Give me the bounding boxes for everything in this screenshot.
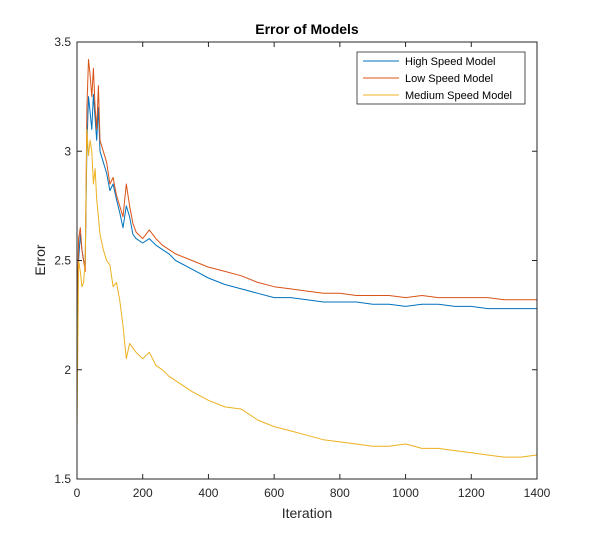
- x-tick-label: 0: [74, 486, 81, 500]
- ticks-layer: [76, 41, 538, 480]
- x-tick-label: 1400: [524, 486, 551, 500]
- y-tick-label: 2.5: [54, 254, 71, 268]
- chart-title: Error of Models: [255, 21, 359, 37]
- y-axis-label: Error: [32, 244, 48, 275]
- series-line-0: [76, 93, 537, 344]
- y-tick-label: 3: [64, 144, 71, 158]
- series-layer: [76, 59, 538, 458]
- x-tick-label: 1200: [458, 486, 485, 500]
- series-line-2: [76, 128, 538, 458]
- legend: High Speed Model Low Speed Model Medium Sp…: [356, 51, 526, 105]
- x-tick-label: 800: [330, 486, 350, 500]
- x-axis-label: Iteration: [282, 505, 333, 521]
- y-tick-label: 2: [64, 363, 71, 377]
- series-line-1: [76, 59, 537, 327]
- legend-label-1: Low Speed Model: [405, 73, 493, 85]
- x-tick-label: 200: [133, 486, 153, 500]
- tick-labels-layer: 0 200 400 600 800 1000 1200 1400 1.5 2 2.5 3 3.5: [54, 35, 550, 500]
- legend-label-0: High Speed Model: [405, 56, 496, 68]
- legend-label-2: Medium Speed Model: [405, 90, 512, 102]
- x-tick-label: 400: [198, 486, 218, 500]
- y-tick-label: 3.5: [54, 35, 71, 49]
- y-tick-label: 1.5: [54, 472, 71, 486]
- x-tick-label: 600: [264, 486, 284, 500]
- x-tick-label: 1000: [392, 486, 419, 500]
